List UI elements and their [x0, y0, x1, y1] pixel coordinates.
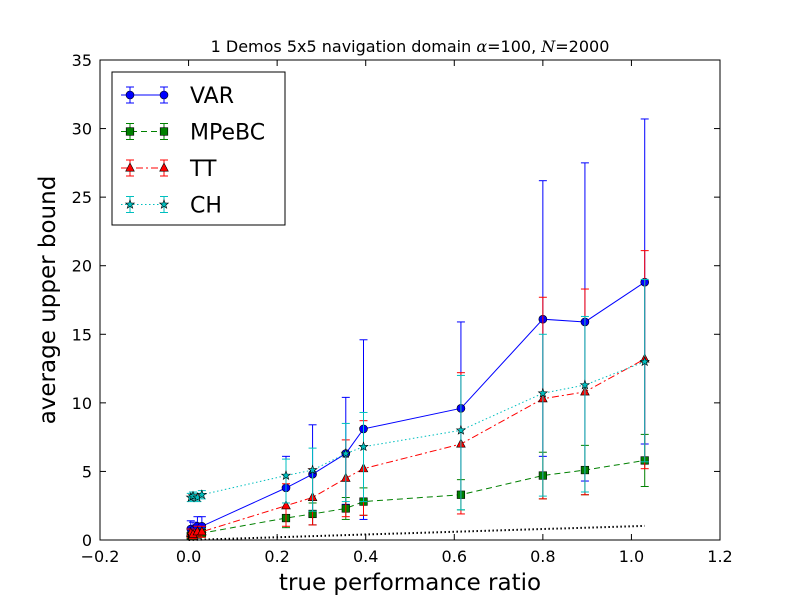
data-point-ch	[639, 356, 650, 367]
data-point-ch	[187, 490, 199, 501]
legend-marker-tt	[125, 162, 135, 172]
legend-label-var: VAR	[190, 84, 234, 109]
x-tick-label: 0.2	[264, 547, 289, 566]
data-point-ch	[579, 379, 591, 390]
y-tick-label: 5	[82, 462, 92, 481]
x-tick-label: 0.4	[353, 547, 378, 566]
y-tick-label: 25	[72, 188, 92, 207]
x-tick-label: 1.0	[619, 547, 644, 566]
y-tick-label: 30	[72, 120, 92, 139]
data-point-ch	[537, 387, 549, 398]
x-axis-label: true performance ratio	[279, 570, 541, 596]
legend-marker-tt	[159, 162, 169, 172]
data-point-ch	[280, 470, 292, 480]
x-tick-label: −0.2	[81, 547, 120, 566]
y-tick-label: 0	[82, 531, 92, 550]
legend: VAR MPeBC TT CH	[111, 71, 286, 226]
chart-title: 1 Demos 5x5 navigation domain α=100, N=2…	[211, 37, 610, 56]
legend-item-mpebc: MPeBC	[121, 121, 265, 146]
series-ch	[185, 278, 650, 512]
legend-marker-ch	[124, 199, 136, 209]
reference-line	[188, 524, 645, 541]
legend-box	[111, 71, 286, 226]
y-tick-label: 20	[72, 257, 92, 276]
data-point-ch	[307, 464, 318, 475]
x-tick-label: 0.0	[176, 547, 201, 566]
legend-label-tt: TT	[189, 157, 217, 182]
legend-item-tt: TT	[121, 157, 217, 182]
series-line-ch	[190, 361, 645, 499]
plot-area	[185, 118, 650, 541]
data-point-ch	[455, 424, 467, 435]
data-point-ch	[196, 489, 208, 500]
legend-item-var: VAR	[121, 84, 234, 109]
legend-label-ch: CH	[190, 194, 222, 219]
legend-marker-var	[159, 90, 169, 100]
x-tick-label: 1.2	[707, 547, 732, 566]
axis-ticks: −0.2 0.0 0.2 0.4 0.6 0.8 1.0 1.2 0 5 10 15 20 25 30 35	[72, 51, 733, 566]
data-point-tt	[197, 526, 207, 536]
series-line-mpebc	[190, 459, 645, 537]
data-point-tt	[281, 500, 291, 510]
x-tick-label: 0.6	[442, 547, 467, 566]
data-point-ch	[340, 448, 351, 459]
y-tick-label: 15	[72, 325, 92, 344]
data-point-ch	[358, 441, 369, 452]
legend-marker-ch	[158, 199, 170, 209]
legend-marker-var	[125, 90, 135, 100]
legend-label-mpebc: MPeBC	[190, 121, 265, 146]
y-axis-label: average upper bound	[35, 176, 61, 425]
y-tick-label: 10	[72, 394, 92, 413]
legend-marker-mpebc	[159, 127, 169, 136]
x-tick-label: 0.8	[530, 547, 555, 566]
y-tick-label: 35	[72, 51, 92, 70]
legend-marker-mpebc	[125, 127, 135, 136]
legend-item-ch: CH	[121, 194, 222, 219]
axes-frame	[99, 59, 721, 541]
